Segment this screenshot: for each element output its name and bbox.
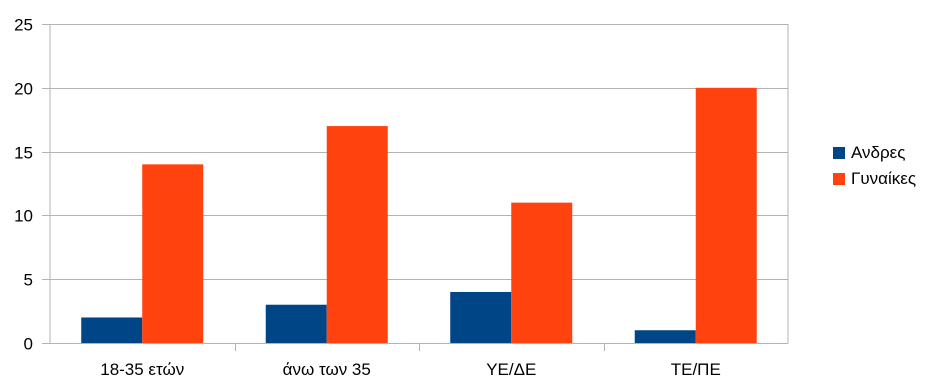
bar-men (265, 304, 327, 343)
y-tick-label: 10 (14, 207, 33, 226)
y-axis-ticks: 0 5 10 15 20 25 (14, 16, 33, 354)
x-axis-ticks: 18-35 ετών άνω των 35 ΥΕ/ΔΕ ΤΕ/ΠΕ (100, 360, 721, 379)
bar-women (695, 87, 757, 343)
legend-label-women: Γυναίκες (851, 169, 917, 188)
bar-men (450, 291, 512, 343)
x-tick-label: ΤΕ/ΠΕ (671, 360, 721, 379)
bar-men (634, 330, 696, 343)
y-tick-label: 15 (14, 144, 33, 163)
legend-label-men: Ανδρες (851, 143, 906, 162)
y-tick-label: 20 (14, 80, 33, 99)
bar-women (142, 164, 204, 343)
x-tick-label: 18-35 ετών (100, 360, 184, 379)
bar-men (81, 317, 143, 343)
x-tick-label: ΥΕ/ΔΕ (486, 360, 536, 379)
legend-item-women: Γυναίκες (833, 166, 916, 192)
bar-women (511, 202, 573, 343)
bar-women (326, 126, 388, 343)
legend: Ανδρες Γυναίκες (833, 140, 916, 192)
y-tick-label: 0 (24, 335, 33, 354)
bars (81, 87, 757, 343)
y-tick-label: 5 (24, 271, 33, 290)
legend-swatch-women (833, 173, 845, 185)
x-tick-label: άνω των 35 (283, 360, 371, 379)
legend-item-men: Ανδρες (833, 140, 916, 166)
y-tick-label: 25 (14, 16, 33, 35)
legend-swatch-men (833, 147, 845, 159)
